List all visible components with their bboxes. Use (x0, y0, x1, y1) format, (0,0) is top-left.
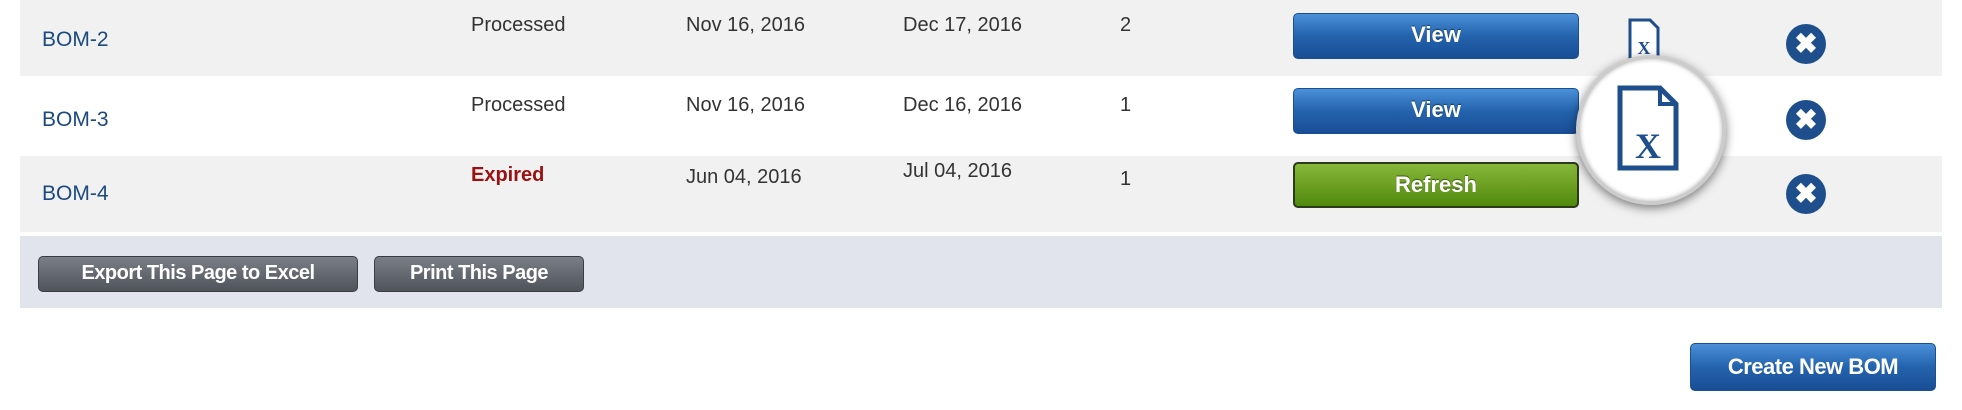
count: 2 (1120, 14, 1132, 36)
count: 1 (1120, 94, 1132, 116)
view-button[interactable]: View (1293, 88, 1579, 134)
created-date: Nov 16, 2016 (686, 94, 805, 116)
status: Processed (471, 94, 566, 116)
delete-icon[interactable]: ✖ (1786, 100, 1826, 140)
bom-name-link[interactable]: BOM-2 (42, 28, 109, 51)
delete-icon[interactable]: ✖ (1786, 24, 1826, 64)
excel-file-icon[interactable]: X (1628, 18, 1660, 62)
table-row: BOM-2 Processed Nov 16, 2016 Dec 17, 201… (20, 0, 1942, 76)
magnifier-callout: X (1576, 55, 1726, 205)
table-footer: Export This Page to Excel Print This Pag… (20, 236, 1942, 308)
svg-text:X: X (1635, 126, 1661, 166)
bom-name-link[interactable]: BOM-4 (42, 182, 109, 205)
expires-date: Dec 16, 2016 (903, 94, 1022, 116)
expires-date: Jul 04, 2016 (903, 160, 1012, 182)
excel-file-icon: X (1617, 85, 1679, 171)
view-button[interactable]: View (1293, 13, 1579, 59)
bom-name-link[interactable]: BOM-3 (42, 108, 109, 131)
delete-icon[interactable]: ✖ (1786, 174, 1826, 214)
export-excel-button[interactable]: Export This Page to Excel (38, 256, 358, 292)
create-new-bom-button[interactable]: Create New BOM (1690, 343, 1936, 391)
refresh-button[interactable]: Refresh (1293, 162, 1579, 208)
svg-text:X: X (1638, 38, 1651, 58)
status: Expired (471, 164, 545, 186)
count: 1 (1120, 168, 1132, 190)
created-date: Nov 16, 2016 (686, 14, 805, 36)
status: Processed (471, 14, 566, 36)
print-page-button[interactable]: Print This Page (374, 256, 584, 292)
created-date: Jun 04, 2016 (686, 166, 802, 188)
expires-date: Dec 17, 2016 (903, 14, 1022, 36)
